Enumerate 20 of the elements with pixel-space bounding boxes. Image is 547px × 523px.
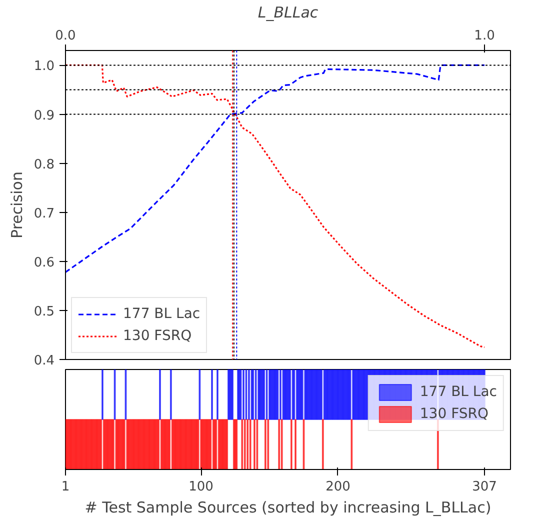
x2-tick-label: 1.0 bbox=[474, 28, 495, 44]
legend-label: 177 BL Lac bbox=[123, 306, 200, 322]
x-tick-label: 1 bbox=[61, 480, 70, 494]
y-tick-label: 0.5 bbox=[34, 304, 55, 320]
y-tick-label: 0.4 bbox=[34, 354, 55, 368]
legend-label: 130 FSRQ bbox=[420, 406, 489, 422]
y-tick-label: 0.6 bbox=[34, 255, 55, 270]
x-axis-title: # Test Sample Sources (sorted by increasing L_BLLac) bbox=[84, 498, 492, 516]
y-tick-label: 1.0 bbox=[34, 59, 55, 74]
legend-label: 177 BL Lac bbox=[420, 384, 497, 400]
x2-tick-label: 0.0 bbox=[55, 28, 76, 44]
x-tick-label: 100 bbox=[188, 480, 214, 494]
y-tick-label: 0.9 bbox=[34, 108, 55, 124]
x-tick-label: 200 bbox=[326, 480, 350, 494]
legend-label: 130 FSRQ bbox=[123, 328, 192, 344]
y-axis-title: Precision bbox=[8, 172, 26, 238]
y-tick-label: 0.8 bbox=[34, 157, 55, 172]
x2-axis-title: L_BLLac bbox=[258, 4, 319, 22]
x-tick-label: 307 bbox=[472, 480, 497, 494]
y-tick-label: 0.7 bbox=[34, 206, 55, 222]
